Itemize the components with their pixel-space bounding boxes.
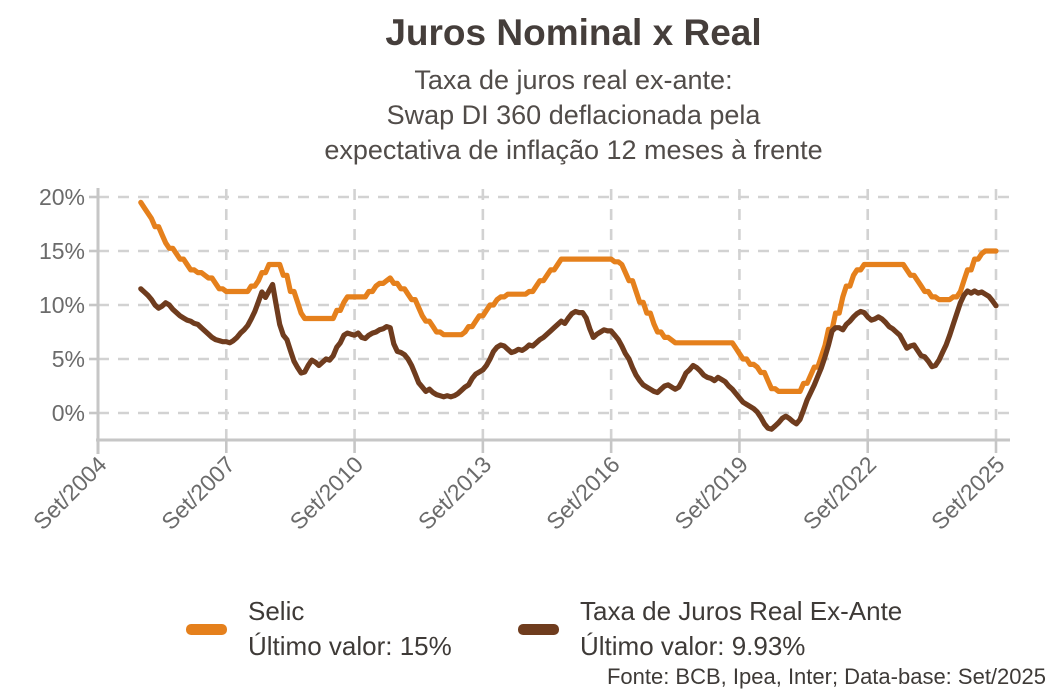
y-tick-label: 0% [52,400,85,426]
legend-series-name: Selic [248,596,305,626]
legend-item-selic-text: Selic Último valor: 15% [248,594,452,664]
chart-subtitle-line: Taxa de juros real ex-ante: [414,65,733,95]
x-tick-label: Set/2004 [28,451,112,535]
x-tick-label: Set/2010 [285,451,369,535]
x-tick-label: Set/2016 [541,451,625,535]
legend-item-real-rate-text: Taxa de Juros Real Ex-Ante Último valor:… [580,594,902,664]
chart-subtitle: Taxa de juros real ex-ante: Swap DI 360 … [85,63,1062,168]
chart-subtitle-line: Swap DI 360 deflacionada pela [386,100,761,130]
legend-series-name: Taxa de Juros Real Ex-Ante [580,596,903,626]
legend-last-value: Último valor: 9.93% [580,631,806,661]
chart-subtitle-line: expectativa de inflação 12 meses à frent… [324,135,823,165]
legend-item-real-rate: Taxa de Juros Real Ex-Ante Último valor:… [518,594,902,664]
source-note: Fonte: BCB, Ipea, Inter; Data-base: Set/… [606,664,1046,689]
chart-title: Juros Nominal x Real [385,12,762,53]
series-line-taxa-de-juros-real-ex-ante [138,281,999,432]
x-tick-label: Set/2013 [413,451,497,535]
selic-line-swatch [186,623,227,635]
real-rate-line-swatch [518,623,559,635]
x-tick-label: Set/2025 [926,451,1010,535]
y-tick-label: 20% [39,184,85,210]
legend-last-value: Último valor: 15% [248,631,452,661]
y-tick-label: 5% [52,346,85,372]
x-tick-label: Set/2007 [156,451,240,535]
x-tick-label: Set/2022 [798,451,882,535]
series-line-selic [138,199,999,394]
legend-item-selic: Selic Último valor: 15% [186,594,452,664]
y-tick-label: 10% [39,292,85,318]
chart-header: Juros Nominal x Real Taxa de juros real … [85,12,1062,168]
x-tick-label: Set/2019 [669,451,753,535]
y-tick-label: 15% [39,238,85,264]
